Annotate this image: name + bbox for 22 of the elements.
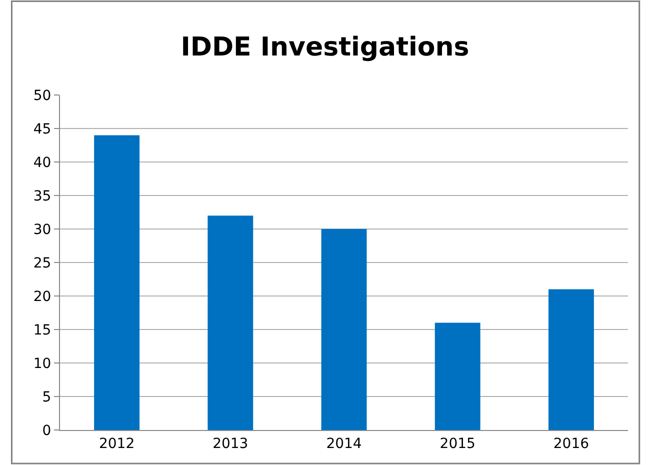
bar — [434, 322, 480, 430]
y-tick-label: 15 — [33, 322, 52, 338]
y-tick-label: 5 — [42, 389, 52, 406]
x-tick-label: 2012 — [98, 436, 135, 452]
y-tick-label: 20 — [33, 288, 52, 305]
bar — [321, 229, 367, 430]
x-tick-label: 2015 — [440, 436, 476, 452]
bar — [94, 135, 140, 430]
y-tick-label: 30 — [33, 222, 52, 238]
y-tick-label: 0 — [42, 422, 52, 439]
chart-title: IDDE Investigations — [180, 32, 470, 63]
y-tick-label: 45 — [33, 121, 52, 138]
y-tick-label: 50 — [33, 88, 52, 104]
y-tick-label: 10 — [33, 356, 52, 372]
x-tick-label: 2014 — [326, 436, 362, 452]
y-tick-label: 35 — [33, 188, 52, 204]
x-tick-label: 2013 — [212, 436, 248, 452]
bar — [208, 216, 254, 430]
y-tick-label: 40 — [33, 154, 52, 171]
x-tick-label: 2016 — [553, 436, 590, 452]
bar — [548, 289, 594, 430]
y-tick-label: 25 — [33, 255, 52, 272]
